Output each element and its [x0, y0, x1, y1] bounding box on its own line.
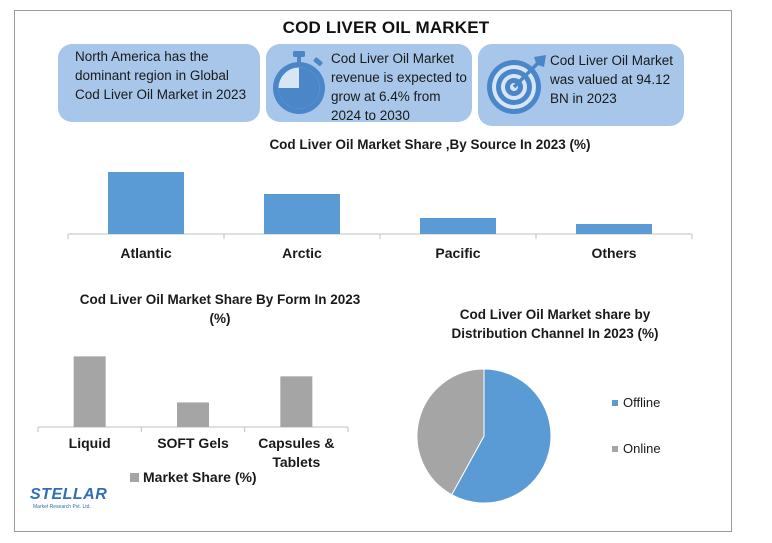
source-tick-label-others: Others [591, 245, 636, 261]
pie-slice-offline [451, 368, 552, 504]
stopwatch-icon [273, 51, 325, 114]
pie-slice-online [416, 368, 485, 496]
form-tick-label-soft-gels: SOFT Gels [157, 435, 229, 451]
source-bar-chart: Atlantic Arctic Pacific Others [67, 172, 693, 261]
source-bar-atlantic [108, 172, 184, 234]
info-box-growth-text: Cod Liver Oil Market revenue is expected… [331, 51, 467, 123]
target-icon [487, 55, 546, 114]
pie-legend-label-online: Online [623, 441, 661, 456]
channel-chart-title: Cod Liver Oil Market share by Distributi… [451, 307, 659, 341]
source-bar-arctic [264, 194, 340, 234]
source-bar-pacific [420, 218, 496, 234]
info-box-region: North America has the dominant region in… [58, 44, 260, 122]
form-bar-capsules-tablets [280, 376, 313, 427]
form-legend-swatch [130, 473, 139, 482]
form-chart-title: Cod Liver Oil Market Share By Form In 20… [79, 292, 361, 326]
form-tick-label-capsules-tablets: Capsules & Tablets [258, 435, 334, 470]
source-tick-label-pacific: Pacific [435, 245, 480, 261]
source-tick-label-atlantic: Atlantic [120, 245, 172, 261]
pie-legend-swatch-online [612, 446, 618, 452]
info-box-valuation-text: Cod Liver Oil Market was valued at 94.12… [550, 53, 674, 106]
page-title: COD LIVER OIL MARKET [282, 18, 490, 37]
source-bar-others [576, 224, 652, 234]
info-box-valuation: Cod Liver Oil Market was valued at 94.12… [478, 44, 684, 126]
pie-legend-label-offline: Offline [623, 395, 660, 410]
pie-legend-swatch-offline [612, 400, 618, 406]
info-box-region-text: North America has the dominant region in… [75, 49, 247, 102]
source-tick-label-arctic: Arctic [282, 245, 322, 261]
form-bar-soft-gels [177, 402, 209, 427]
channel-pie-chart: Offline Online [416, 368, 661, 504]
form-legend-label: Market Share (%) [143, 469, 257, 485]
source-chart-title: Cod Liver Oil Market Share ,By Source In… [269, 137, 591, 152]
form-tick-label-liquid: Liquid [69, 435, 111, 451]
logo-tagline: Market Research Pvt. Ltd. [33, 504, 91, 510]
form-bar-liquid [73, 356, 106, 427]
logo-name: STELLAR [30, 486, 108, 503]
info-box-growth: Cod Liver Oil Market revenue is expected… [266, 44, 472, 123]
